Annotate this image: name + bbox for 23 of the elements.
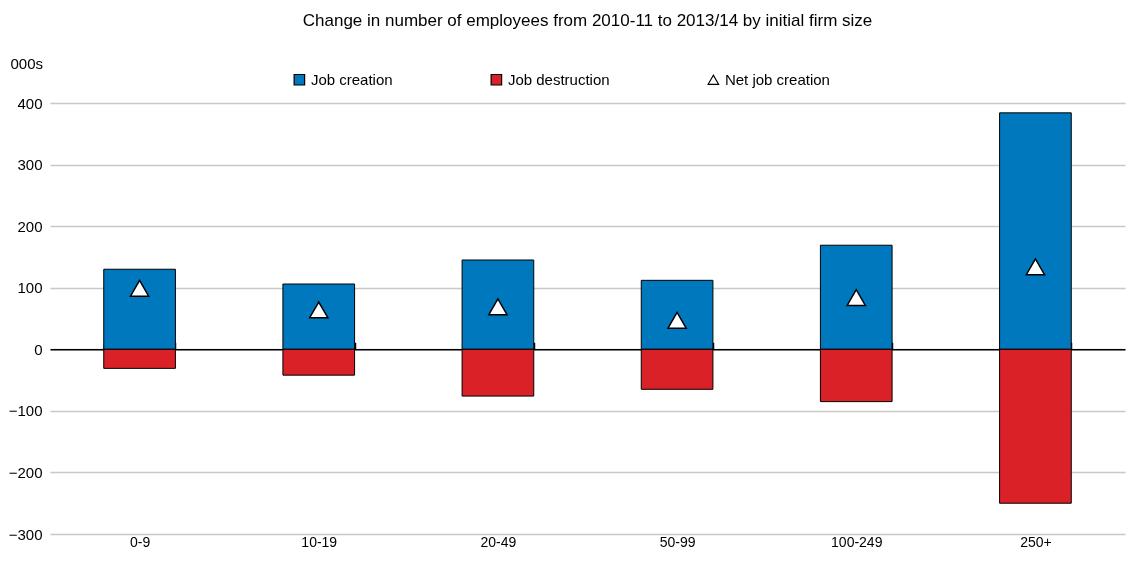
y-tick-label: 200	[17, 217, 43, 235]
x-tick-label: 100-249	[831, 533, 883, 550]
y-tick-label: 300	[17, 156, 43, 174]
y-tick-label: 0	[34, 340, 43, 358]
point	[846, 288, 867, 307]
point	[129, 279, 150, 297]
x-tick-label: 10-19	[301, 533, 338, 550]
legend-label: Job creation	[310, 70, 393, 88]
y-tick-label: 400	[17, 94, 43, 112]
x-tick-label: 20-49	[480, 533, 517, 550]
x-tick-label: 0-9	[129, 533, 151, 550]
legend-label: Job destruction	[507, 70, 610, 88]
legend-label: Net job creation	[724, 70, 830, 88]
point	[1025, 258, 1046, 276]
x-tick-label: 50-99	[659, 533, 696, 550]
y-tick-label: 100	[17, 279, 43, 297]
chart-title: Change in number of employees from 2010-11 to 2013/14 by initial firm size	[302, 11, 873, 30]
y-tick-label: −200	[8, 463, 43, 481]
x-tick-label: 250+	[1020, 533, 1052, 550]
y-tick-label: −300	[8, 525, 43, 543]
y-tick-label: −100	[8, 402, 43, 420]
y-axis-title: 000s	[10, 54, 44, 72]
point	[488, 298, 508, 316]
